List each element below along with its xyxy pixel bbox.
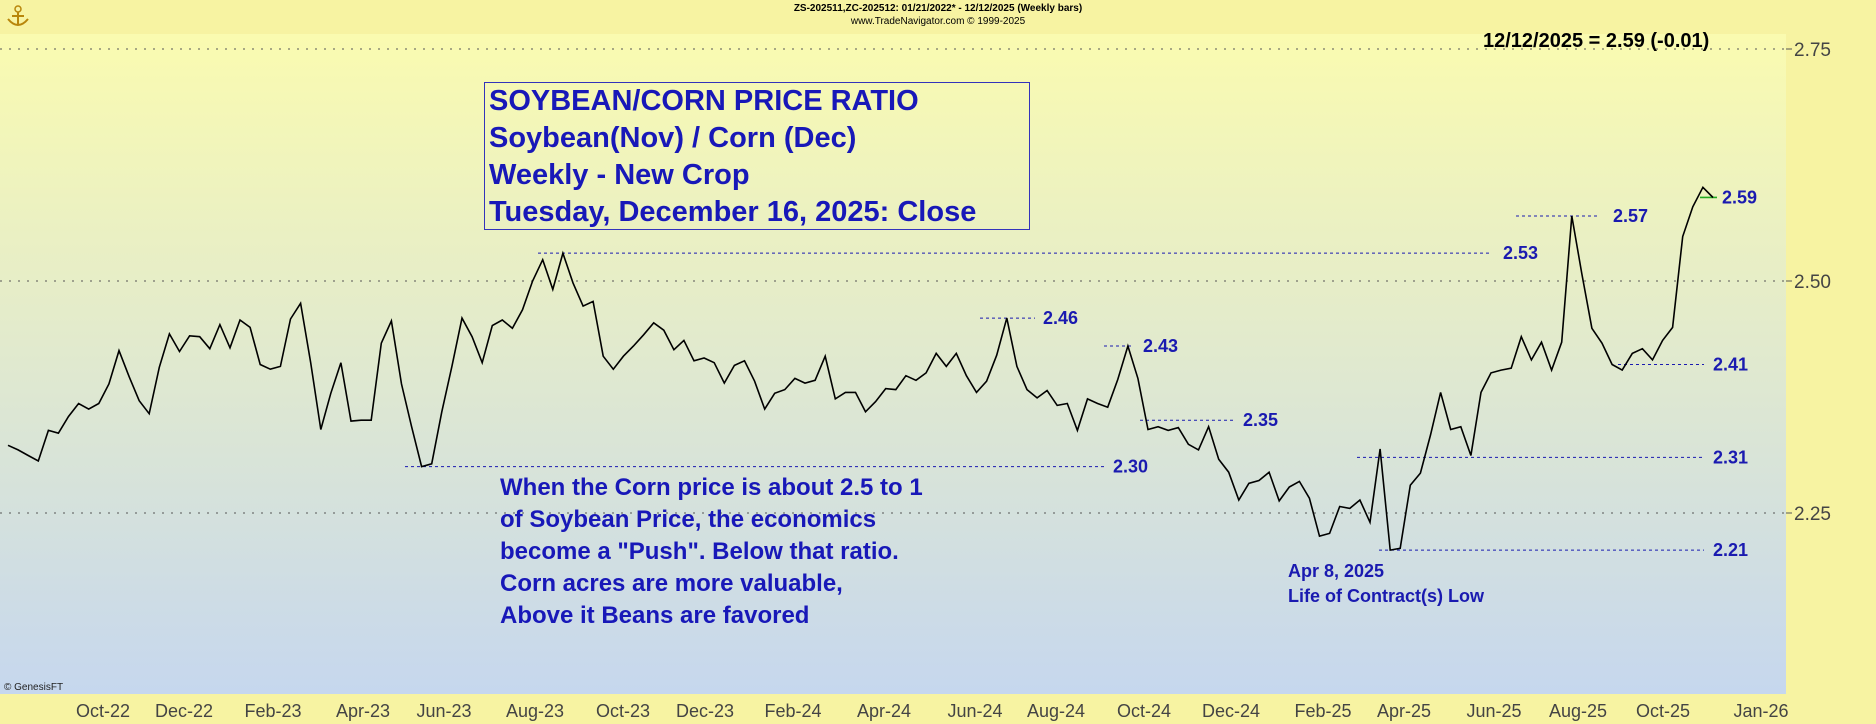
header-symbols: ZS-202511,ZC-202512: 01/21/2022* - 12/12…: [793, 3, 1083, 14]
x-tick-label: Apr-24: [857, 701, 911, 721]
y-tick-label: 2.75: [1794, 40, 1831, 61]
header-source: www.TradeNavigator.com © 1999-2025: [850, 16, 1026, 27]
explanation-note: When the Corn price is about 2.5 to 1 of…: [500, 472, 1060, 632]
x-tick-label: Feb-25: [1294, 701, 1351, 721]
x-tick-label: Jun-24: [947, 701, 1002, 721]
chart-title-box: SOYBEAN/CORN PRICE RATIO Soybean(Nov) / …: [484, 82, 1030, 230]
x-tick-label: Aug-25: [1549, 701, 1607, 721]
level-label: 2.46: [1043, 308, 1078, 328]
copyright: © GenesisFT: [4, 682, 64, 693]
chart-header: ZS-202511,ZC-202512: 01/21/2022* - 12/12…: [0, 0, 1876, 36]
level-label: 2.30: [1113, 457, 1148, 477]
x-tick-label: Apr-23: [336, 701, 390, 721]
x-tick-label: Oct-24: [1117, 701, 1171, 721]
level-label: 2.57: [1613, 206, 1648, 226]
level-label: 2.35: [1243, 410, 1278, 430]
x-tick-label: Oct-23: [596, 701, 650, 721]
note-line-5: Above it Beans are favored: [500, 602, 810, 629]
x-tick-label: Oct-22: [76, 701, 130, 721]
trade-navigator-logo-icon: [7, 5, 29, 26]
title-line-1: SOYBEAN/CORN PRICE RATIO: [489, 85, 919, 117]
last-value-label: 12/12/2025 = 2.59 (-0.01): [1483, 30, 1710, 52]
x-tick-label: Aug-24: [1027, 701, 1085, 721]
y-tick-label: 2.50: [1794, 272, 1831, 293]
x-tick-label: Feb-24: [764, 701, 821, 721]
grid-lines: [0, 48, 1786, 514]
x-axis-ticks: Oct-22 Dec-22 Feb-23 Apr-23 Jun-23 Aug-23 Oct-…: [76, 701, 1789, 721]
x-tick-label: Aug-23: [506, 701, 564, 721]
x-tick-label: Jun-23: [416, 701, 471, 721]
x-tick-label: Oct-25: [1636, 701, 1690, 721]
note-line-1: When the Corn price is about 2.5 to 1: [500, 474, 923, 501]
title-line-3: Weekly - New Crop: [489, 159, 750, 191]
x-tick-label: Dec-23: [676, 701, 734, 721]
y-tick-label: 2.25: [1794, 504, 1831, 525]
x-tick-label: Feb-23: [244, 701, 301, 721]
low-note-text: Life of Contract(s) Low: [1288, 586, 1485, 606]
level-annotations: 2.53 2.46 2.43 2.35 2.30 2.57 2.41 2.31 2.21 2.59: [405, 187, 1757, 560]
y-axis-ticks: 2.75 2.50 2.25: [1786, 40, 1831, 525]
x-tick-label: Jan-26: [1733, 701, 1788, 721]
x-tick-label: Dec-24: [1202, 701, 1260, 721]
x-tick-label: Dec-22: [155, 701, 213, 721]
level-label: 2.31: [1713, 447, 1748, 467]
title-line-4: Tuesday, December 16, 2025: Close: [489, 196, 977, 228]
note-line-2: of Soybean Price, the economics: [500, 506, 877, 533]
title-line-2: Soybean(Nov) / Corn (Dec): [489, 122, 857, 154]
note-line-3: become a "Push". Below that ratio.: [500, 538, 899, 565]
level-label: 2.41: [1713, 355, 1748, 375]
note-line-4: Corn acres are more valuable,: [500, 570, 843, 597]
x-tick-label: Apr-25: [1377, 701, 1431, 721]
level-label: 2.21: [1713, 540, 1748, 560]
x-tick-label: Jun-25: [1466, 701, 1521, 721]
level-label: 2.59: [1722, 187, 1757, 207]
level-label: 2.43: [1143, 336, 1178, 356]
low-note-date: Apr 8, 2025: [1288, 561, 1384, 581]
plot-area: [0, 34, 1786, 694]
level-label: 2.53: [1503, 243, 1538, 263]
ratio-series-line: [7, 185, 1714, 552]
